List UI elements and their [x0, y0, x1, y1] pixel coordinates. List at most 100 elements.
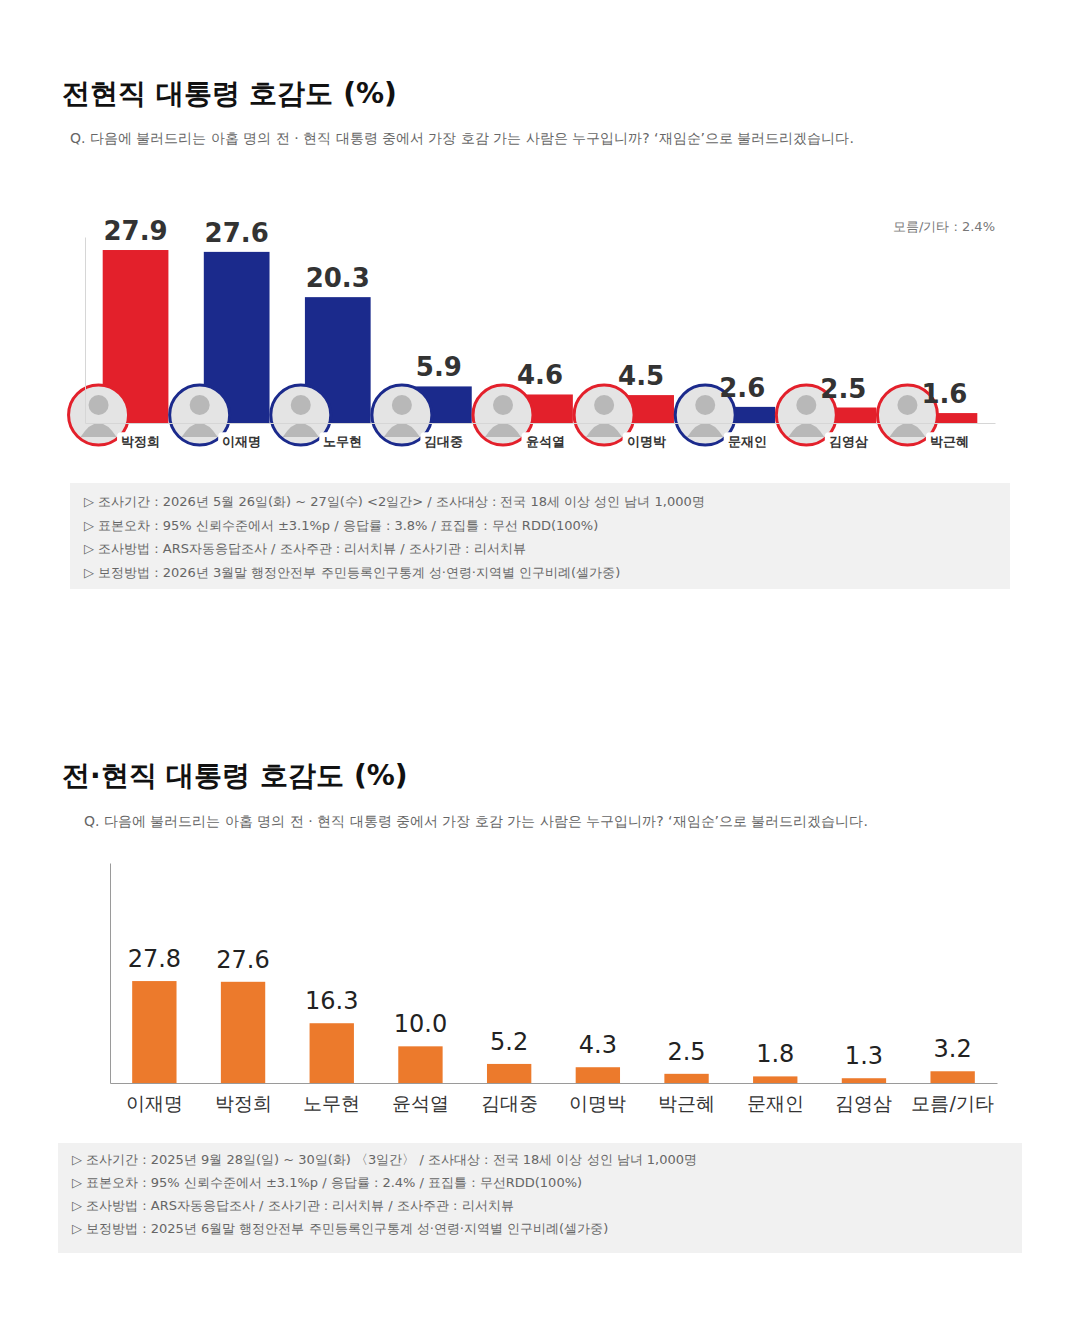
annotation: 모름/기타 : 2.4% — [893, 219, 995, 234]
x-tick: 윤석열 — [392, 1092, 449, 1114]
data-label: 4.5 — [618, 361, 664, 391]
bar — [310, 1023, 354, 1083]
axis-line — [111, 1083, 998, 1084]
label-pill — [522, 432, 569, 451]
subtitle: Q. 다음에 불러드리는 아홉 명의 전 · 현직 대통령 중에서 가장 호감 … — [84, 813, 868, 829]
title: 전·현직 대통령 호감도 (%) — [62, 759, 408, 792]
bar — [664, 1074, 708, 1083]
x-tick-label: 박근혜 — [930, 434, 969, 449]
axis-line — [86, 423, 996, 424]
photo-body — [283, 423, 319, 437]
data-label: 27.6 — [205, 218, 269, 248]
page: 전현직 대통령 호감도 (%) Q. 다음에 불러드리는 아홉 명의 전 · 현직… — [0, 0, 1080, 1333]
data-label: 20.3 — [306, 263, 370, 293]
label-pill — [218, 432, 265, 451]
x-tick-label: 문재인 — [747, 1092, 804, 1114]
footnote: ▷ 표본오차 : 95% 신뢰수준에서 ±3.1%p / 응답률 : 3.8% … — [84, 518, 598, 533]
data-label: 2.6 — [719, 373, 765, 403]
photos — [69, 385, 938, 445]
x-tick: 박근혜 — [658, 1092, 715, 1114]
x-tick-label: 노무현 — [303, 1092, 360, 1114]
bars — [132, 981, 975, 1083]
x-tick-label: 박정희 — [215, 1092, 272, 1114]
x-tick-label: 박근혜 — [658, 1092, 715, 1114]
x-tick: 노무현 — [303, 1092, 360, 1114]
data-label: 5.9 — [416, 352, 462, 382]
footnotes: ▷ 조사기간 : 2026년 5월 26일(화) ~ 27일(수) <2일간> … — [70, 483, 1010, 589]
photo-head — [190, 395, 210, 415]
data-label: 1.6 — [921, 379, 967, 409]
x-tick-label: 이명박 — [569, 1092, 626, 1114]
data-label: 10.0 — [394, 1010, 447, 1038]
data-label: 3.2 — [934, 1035, 972, 1063]
x-tick: 김대중 — [420, 432, 467, 451]
label-pill — [117, 432, 164, 451]
x-tick-label: 박정희 — [121, 434, 160, 449]
footnote: ▷ 보정방법 : 2026년 3월말 행정안전부 주민등록인구통계 성·연령·지… — [84, 565, 620, 580]
x-tick-label: 문재인 — [728, 434, 767, 449]
data-label: 27.6 — [216, 946, 269, 974]
bar — [930, 1071, 974, 1083]
bar — [487, 1064, 531, 1083]
footnote-box — [58, 1143, 1022, 1253]
bar — [576, 1067, 620, 1083]
x-tick-label: 노무현 — [323, 434, 362, 449]
x-tick: 모름/기타 — [911, 1092, 993, 1114]
footnote: ▷ 조사방법 : ARS자동응답조사 / 조사기관 : 리서치뷰 / 조사주관 … — [72, 1198, 514, 1213]
photo-head — [291, 395, 311, 415]
x-tick: 박정희 — [117, 432, 164, 451]
footnote: ▷ 보정방법 : 2025년 6월말 행정안전부 주민등록인구통계 성·연령·지… — [72, 1221, 608, 1236]
x-axis: 박정희이재명노무현김대중윤석열이명박문재인김영삼박근혜 — [86, 424, 996, 452]
x-axis: 이재명 박정희 노무현 윤석열 김대중 이명박 박근혜 문재인 김영삼 모름/기타 — [111, 1084, 998, 1115]
bar — [842, 1078, 886, 1083]
x-tick-label: 이명박 — [627, 434, 666, 449]
x-tick-label: 윤석열 — [526, 434, 565, 449]
bar — [221, 982, 265, 1083]
photo-head — [392, 395, 412, 415]
x-tick-label: 김대중 — [424, 434, 463, 449]
x-tick-label: 모름/기타 — [911, 1092, 993, 1114]
footnote: ▷ 조사기간 : 2025년 9월 28일(일) ~ 30일(화) 〈3일간〉 … — [72, 1152, 697, 1167]
label-pill — [724, 432, 771, 451]
data-label: 16.3 — [305, 987, 358, 1015]
photo-body — [788, 423, 824, 437]
photo-head — [493, 395, 513, 415]
data-label: 2.5 — [820, 374, 866, 404]
label-pill — [623, 432, 670, 451]
chart-panel: 전·현직 대통령 호감도 (%) Q. 다음에 불러드리는 아홉 명의 전 · 현… — [58, 759, 1022, 1253]
x-tick-label: 이재명 — [222, 434, 261, 449]
bar — [132, 981, 176, 1083]
axis-line — [85, 238, 86, 424]
x-tick: 이재명 — [126, 1092, 183, 1114]
footnote: ▷ 표본오차 : 95% 신뢰수준에서 ±3.1%p / 응답률 : 2.4% … — [72, 1175, 582, 1190]
data-label: 5.2 — [490, 1028, 528, 1056]
data-labels: 27.827.616.310.05.24.32.51.81.33.2 — [128, 945, 972, 1070]
title: 전현직 대통령 호감도 (%) — [62, 77, 397, 110]
data-label: 4.3 — [579, 1031, 617, 1059]
photo-head — [594, 395, 614, 415]
photo-body — [485, 423, 521, 437]
x-tick: 김대중 — [481, 1092, 538, 1114]
data-label: 27.8 — [128, 945, 181, 973]
x-tick-label: 김영삼 — [835, 1092, 892, 1114]
x-tick: 윤석열 — [522, 432, 569, 451]
x-tick: 김영삼 — [835, 1092, 892, 1114]
photo-body — [586, 423, 622, 437]
footnote: ▷ 조사방법 : ARS자동응답조사 / 조사주관 : 리서치뷰 / 조사기관 … — [84, 541, 526, 556]
photo-head — [695, 395, 715, 415]
label-pill — [319, 432, 366, 451]
data-labels: 27.927.620.35.94.64.52.62.51.6 — [103, 216, 967, 409]
photo-body — [687, 423, 723, 437]
x-tick: 문재인 — [724, 432, 771, 451]
bars — [103, 250, 978, 423]
x-tick: 박정희 — [215, 1092, 272, 1114]
data-label: 2.5 — [667, 1038, 705, 1066]
x-tick: 노무현 — [319, 432, 366, 451]
footnotes: ▷ 조사기간 : 2025년 9월 28일(일) ~ 30일(화) 〈3일간〉 … — [58, 1143, 1022, 1253]
x-tick-label: 이재명 — [126, 1092, 183, 1114]
photo-body — [81, 423, 117, 437]
footnote-box — [70, 483, 1010, 589]
data-label: 1.3 — [845, 1042, 883, 1070]
photo-body — [384, 423, 420, 437]
photo-head — [89, 395, 109, 415]
